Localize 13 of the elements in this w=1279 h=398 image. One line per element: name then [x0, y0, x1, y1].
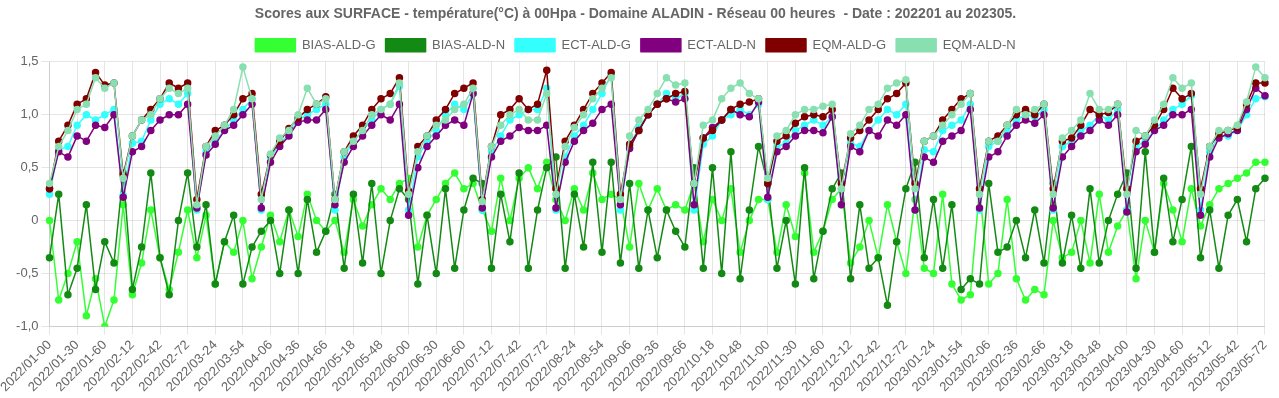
legend-label: EQM-ALD-G — [812, 36, 887, 52]
legend-label: BIAS-ALD-N — [432, 36, 506, 52]
legend-label: ECT-ALD-N — [687, 36, 756, 52]
legend-label: ECT-ALD-G — [561, 36, 631, 52]
y-tick-label: -1,0 — [16, 318, 39, 334]
y-tick-label: -0,5 — [16, 265, 39, 281]
y-tick-label: 0,5 — [20, 159, 39, 175]
y-tick-label: 1,0 — [20, 106, 39, 122]
legend-label: EQM-ALD-N — [942, 36, 1016, 52]
legend-label: BIAS-ALD-G — [301, 36, 376, 52]
y-tick-label: 0 — [31, 212, 39, 228]
y-tick-label: 1,5 — [20, 53, 39, 69]
chart-title: Scores aux SURFACE - température(°C) à 00Hpa - Domaine ALADIN - Réseau 00 heures - Date : 202201 au 202305. — [254, 5, 1017, 22]
